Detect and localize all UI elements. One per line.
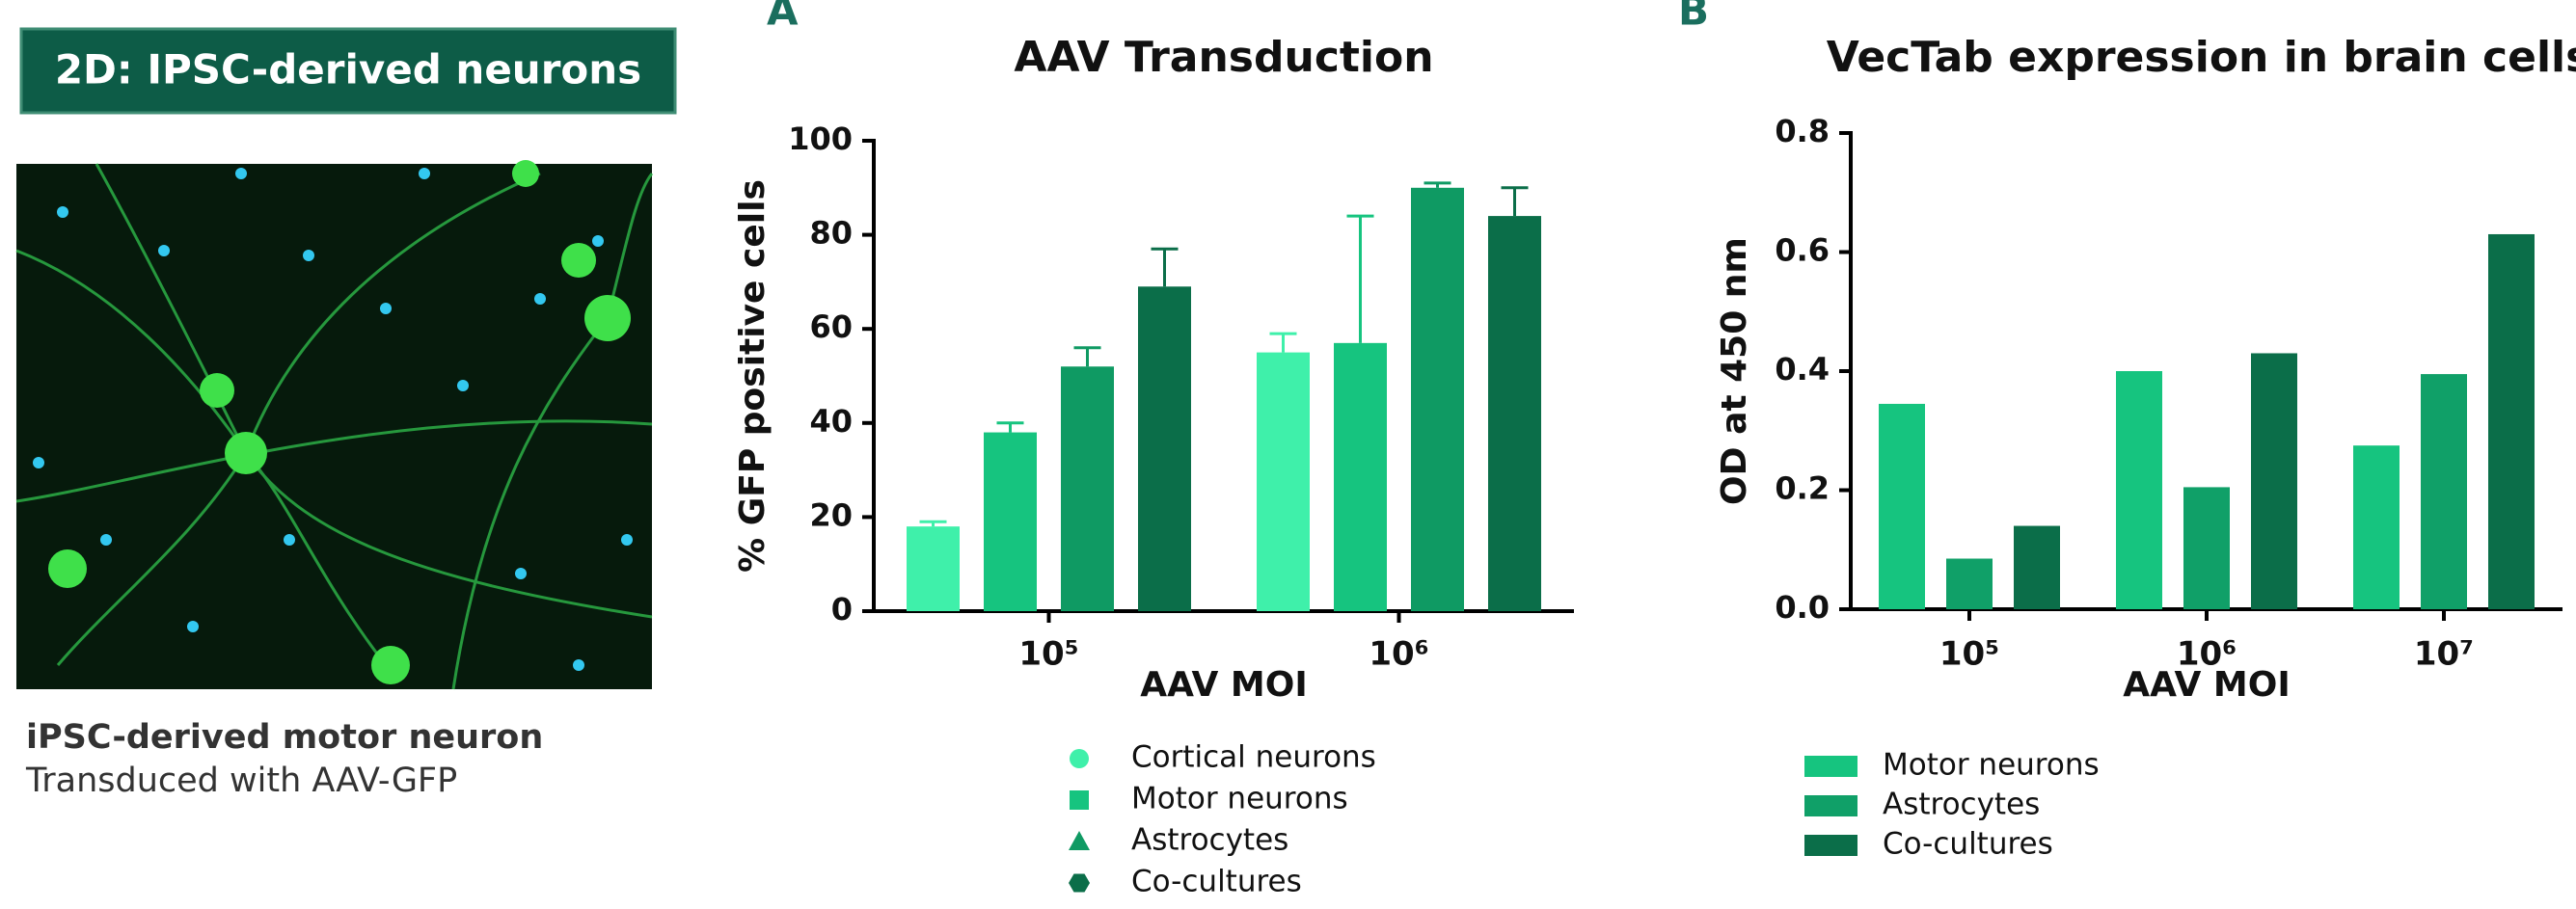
legend-marker — [1070, 749, 1089, 768]
legend-label: Motor neurons — [1883, 748, 2100, 783]
legend-label: Astrocytes — [1131, 823, 1288, 858]
error-bar — [1347, 216, 1374, 343]
error-bar — [1424, 183, 1451, 188]
bar — [2488, 234, 2535, 609]
bar — [2014, 526, 2060, 609]
x-tick-label: 10⁵ — [1018, 635, 1078, 674]
panel-label: A — [767, 0, 799, 35]
y-tick-label: 0.8 — [1775, 113, 1830, 149]
bar — [1488, 216, 1541, 611]
legend-label: Cortical neurons — [1131, 740, 1376, 775]
y-tick-label: 80 — [809, 215, 853, 252]
y-tick-label: 20 — [809, 496, 853, 533]
legend-marker — [1069, 831, 1090, 850]
y-tick-label: 0 — [831, 591, 853, 628]
bar — [984, 433, 1037, 611]
bar — [1138, 286, 1191, 611]
y-tick-label: 60 — [809, 308, 853, 345]
panel-label: B — [1678, 0, 1709, 35]
error-bar — [1502, 188, 1529, 216]
x-tick-label: 10⁵ — [1939, 635, 1999, 674]
chart-title: VecTab expression in brain cells — [1827, 33, 2576, 82]
error-bar — [1270, 334, 1297, 353]
bar — [1946, 559, 1993, 609]
error-bar — [997, 423, 1024, 433]
y-tick-label: 40 — [809, 403, 853, 440]
bar — [1257, 353, 1310, 611]
legend-label: Astrocytes — [1883, 788, 2040, 822]
caption-title: iPSC-derived motor neuron — [26, 718, 543, 757]
error-bar — [1074, 348, 1101, 367]
banner-title: 2D: IPSC-derived neurons — [55, 46, 641, 94]
y-axis-label: OD at 450 nm — [1715, 237, 1754, 505]
x-tick-label: 10⁶ — [2177, 635, 2237, 674]
legend-label: Co-cultures — [1883, 827, 2053, 862]
bar — [1879, 404, 1925, 609]
y-tick-label: 0.0 — [1775, 589, 1830, 626]
bar — [2251, 353, 2297, 609]
bar — [1061, 366, 1114, 611]
bar — [2116, 371, 2162, 609]
error-bar — [920, 521, 947, 526]
bar — [907, 526, 960, 611]
caption-subtitle: Transduced with AAV-GFP — [25, 762, 457, 800]
legend-label: Motor neurons — [1131, 782, 1348, 816]
bar — [2353, 445, 2400, 609]
y-tick-label: 100 — [788, 120, 853, 157]
figure: 2D: IPSC-derived neurons iPSC-derived mo… — [0, 0, 2576, 909]
x-tick-label: 10⁶ — [1369, 635, 1428, 674]
bar — [1411, 188, 1464, 611]
bar — [2421, 374, 2467, 609]
y-tick-label: 0.4 — [1775, 351, 1830, 388]
legend-marker — [1804, 795, 1857, 816]
micrograph — [16, 160, 652, 689]
chart-title: AAV Transduction — [1014, 33, 1433, 82]
bar — [2183, 487, 2230, 609]
legend-marker — [1069, 873, 1090, 892]
error-bar — [1152, 249, 1179, 286]
y-axis-label: % GFP positive cells — [733, 179, 773, 573]
legend-marker — [1804, 756, 1857, 777]
x-tick-label: 10⁷ — [2414, 635, 2474, 674]
x-axis-label: AAV MOI — [1140, 665, 1308, 705]
bar — [1334, 343, 1387, 611]
y-tick-label: 0.6 — [1775, 232, 1830, 269]
legend-marker — [1804, 835, 1857, 856]
legend-label: Co-cultures — [1131, 865, 1302, 899]
legend-marker — [1070, 790, 1089, 810]
y-tick-label: 0.2 — [1775, 470, 1830, 507]
